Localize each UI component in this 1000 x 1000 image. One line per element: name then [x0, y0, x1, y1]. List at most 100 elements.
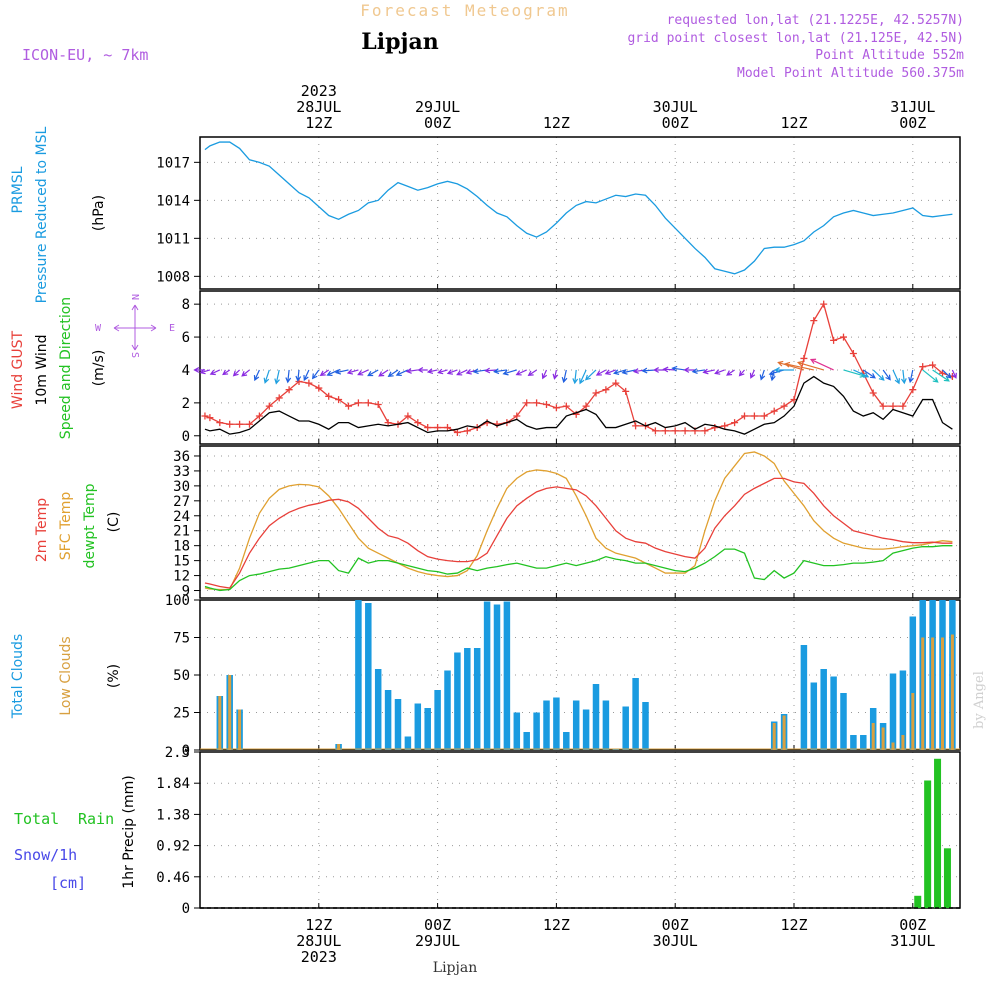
total-clouds-bar: [384, 690, 392, 750]
gust-marker: [572, 410, 580, 418]
bottom-time-label: 2023: [301, 948, 337, 966]
wind-direction-arrow: [456, 369, 468, 376]
y-tick-label: 1014: [156, 193, 190, 209]
total-clouds-bar: [899, 670, 907, 750]
gust-marker: [533, 399, 541, 407]
gust-marker: [562, 402, 570, 410]
gust-marker: [899, 402, 907, 410]
wind-direction-arrow: [378, 369, 389, 377]
wind-direction-arrow: [493, 368, 507, 375]
low-clouds-label: Low Clouds: [58, 636, 74, 715]
rain-bar: [934, 758, 942, 908]
gust-marker: [523, 399, 531, 407]
wind-direction-arrow: [584, 369, 597, 381]
gust-marker: [265, 402, 273, 410]
gust-series: [204, 302, 953, 434]
low-clouds-bar: [931, 637, 935, 750]
compass-south: S: [129, 352, 140, 358]
bottom-time-label: 12Z: [543, 916, 570, 934]
gust-marker: [770, 407, 778, 415]
wind-unit: (m/s): [91, 350, 107, 387]
y-tick-label: 1.84: [156, 776, 190, 792]
y-tick-label: 6: [182, 330, 190, 346]
gust-marker: [721, 422, 729, 430]
gust-marker: [434, 424, 442, 432]
top-time-label: 12Z: [543, 114, 570, 132]
wind-direction-arrow: [395, 369, 409, 377]
snow-label: Snow/1h: [14, 846, 77, 864]
wind-direction-arrow: [900, 369, 907, 385]
pressure-label-desc: Pressure Reduced to MSL: [34, 126, 50, 303]
wind-direction-arrow: [274, 369, 280, 385]
point-altitude: Point Altitude 552m: [815, 48, 964, 63]
gust-marker: [453, 428, 461, 436]
wind-direction-arrow: [768, 369, 785, 376]
wind-direction-arrow: [853, 369, 870, 378]
y-tick-label: 25: [173, 706, 190, 722]
gust-marker: [651, 427, 659, 435]
precip-unit: 1hr Precip (mm): [121, 775, 137, 888]
gust-marker: [404, 412, 412, 420]
low-clouds-bar: [218, 696, 222, 750]
gust-marker: [701, 427, 709, 435]
total-clouds-bar: [464, 648, 471, 750]
wind-direction-arrow: [714, 369, 725, 375]
total-clouds-label: Total Clouds: [10, 634, 26, 719]
total-clouds-bar: [553, 697, 560, 750]
wind-direction-arrow: [209, 369, 221, 376]
gust-marker: [681, 427, 689, 435]
location-title: Lipjan: [361, 29, 438, 55]
gust-marker: [345, 402, 352, 410]
gust-marker: [849, 350, 857, 358]
top-time-label: 12Z: [305, 114, 332, 132]
low-clouds-bar: [921, 637, 925, 750]
y-tick-label: 1011: [156, 231, 190, 247]
total-clouds-bar: [582, 709, 590, 750]
wind-direction-arrow: [809, 358, 834, 371]
y-tick-label: 27: [173, 494, 190, 510]
total-clouds-bar: [572, 700, 580, 750]
wind-direction-arrow: [641, 367, 656, 374]
gust-marker: [711, 424, 719, 432]
total-clouds-bar: [483, 601, 491, 750]
wind-direction-arrow: [515, 369, 527, 376]
y-tick-label: 33: [173, 464, 190, 480]
total-clouds-bar: [473, 648, 481, 750]
total-clouds-bar: [374, 669, 382, 750]
wind-gust-label: Wind GUST: [10, 330, 26, 409]
low-clouds-bar: [337, 744, 341, 750]
y-tick-label: 30: [173, 479, 190, 495]
panel-frame: [199, 445, 961, 599]
wind-direction-arrow: [541, 369, 548, 380]
wind-direction-arrow: [232, 369, 241, 377]
gust-marker: [632, 422, 640, 430]
total-clouds-bar: [543, 700, 550, 750]
y-tick-label: 75: [173, 631, 190, 647]
total-clouds-bar: [563, 732, 570, 750]
total-clouds-bar: [493, 604, 501, 750]
top-time-label: 00Z: [899, 114, 926, 132]
total-clouds-bar: [444, 670, 451, 750]
wind-direction-arrow: [777, 360, 805, 371]
total-clouds-bar: [513, 712, 521, 750]
total-clouds-bar: [454, 652, 461, 750]
y-tick-label: 24: [173, 509, 190, 525]
compass-icon: W E N S: [95, 294, 175, 358]
wind-direction-arrow: [671, 365, 686, 372]
wind-direction-arrow: [872, 369, 885, 381]
low-clouds-bar: [941, 637, 944, 750]
gust-marker: [741, 412, 748, 420]
total-clouds-bar: [632, 678, 639, 750]
bottom-time-label: 12Z: [305, 916, 332, 934]
wind-direction-arrow: [334, 368, 349, 375]
y-tick-label: 0.46: [156, 870, 190, 886]
y-tick-label: 2: [182, 396, 190, 412]
pressure-unit: (hPa): [91, 195, 107, 231]
wind-direction-arrow: [426, 368, 438, 374]
gust-marker: [206, 414, 214, 422]
panel-frame: [199, 136, 961, 290]
panel-frame: [199, 599, 961, 751]
gust-marker: [424, 424, 432, 432]
gust-marker: [463, 427, 471, 435]
total-clouds-bar: [533, 712, 540, 750]
